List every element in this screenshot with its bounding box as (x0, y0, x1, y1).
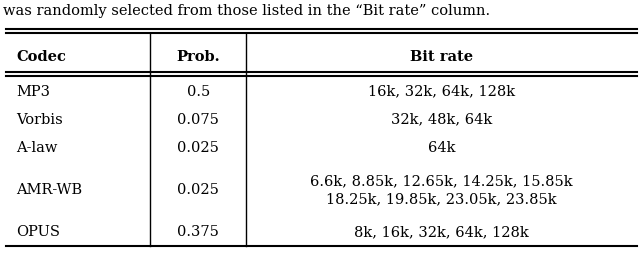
Text: 0.375: 0.375 (177, 225, 220, 239)
Text: 32k, 48k, 64k: 32k, 48k, 64k (391, 113, 492, 127)
Text: Codec: Codec (16, 50, 66, 64)
Text: OPUS: OPUS (16, 225, 60, 239)
Text: 16k, 32k, 64k, 128k: 16k, 32k, 64k, 128k (368, 85, 515, 99)
Text: 0.025: 0.025 (177, 183, 220, 197)
Text: 64k: 64k (428, 141, 455, 155)
Text: Prob.: Prob. (177, 50, 220, 64)
Text: Vorbis: Vorbis (16, 113, 63, 127)
Text: A-law: A-law (16, 141, 58, 155)
Text: AMR-WB: AMR-WB (16, 183, 82, 197)
Text: was randomly selected from those listed in the “Bit rate” column.: was randomly selected from those listed … (3, 4, 490, 18)
Text: 8k, 16k, 32k, 64k, 128k: 8k, 16k, 32k, 64k, 128k (354, 225, 529, 239)
Text: 0.075: 0.075 (177, 113, 220, 127)
Text: 0.025: 0.025 (177, 141, 220, 155)
Text: MP3: MP3 (16, 85, 50, 99)
Text: 0.5: 0.5 (187, 85, 210, 99)
Text: 6.6k, 8.85k, 12.65k, 14.25k, 15.85k
18.25k, 19.85k, 23.05k, 23.85k: 6.6k, 8.85k, 12.65k, 14.25k, 15.85k 18.2… (310, 174, 573, 206)
Text: Bit rate: Bit rate (410, 50, 473, 64)
